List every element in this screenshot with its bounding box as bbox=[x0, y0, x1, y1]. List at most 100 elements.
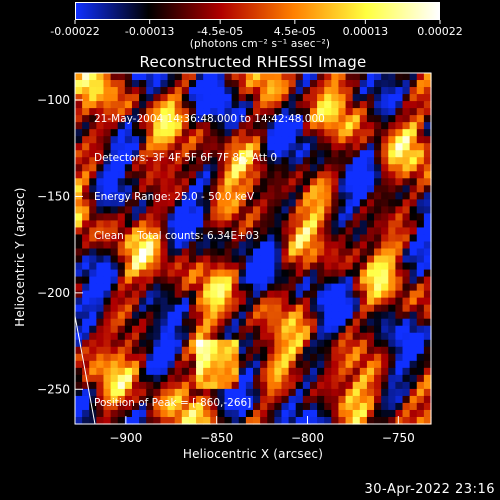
heatmap-cell bbox=[110, 129, 119, 137]
heatmap-cell bbox=[395, 353, 404, 362]
heatmap-cell bbox=[160, 367, 169, 376]
heatmap-cell bbox=[317, 185, 325, 193]
heatmap-cell bbox=[238, 241, 247, 250]
heatmap-cell bbox=[359, 185, 368, 193]
heatmap-cell bbox=[196, 234, 204, 243]
heatmap-cell bbox=[167, 374, 176, 383]
heatmap-cell bbox=[231, 192, 240, 200]
heatmap-cell bbox=[103, 346, 112, 355]
heatmap-cell bbox=[402, 206, 411, 214]
heatmap-cell bbox=[131, 171, 140, 179]
heatmap-cell bbox=[253, 416, 261, 425]
heatmap-cell bbox=[103, 297, 112, 306]
heatmap-cell bbox=[416, 213, 425, 222]
heatmap-cell bbox=[124, 381, 133, 390]
heatmap-cell bbox=[338, 325, 347, 334]
heatmap-cell bbox=[131, 388, 140, 397]
heatmap-cell bbox=[359, 325, 368, 334]
heatmap-cell bbox=[409, 255, 418, 264]
heatmap-cell bbox=[210, 409, 218, 418]
heatmap-cell bbox=[267, 402, 275, 411]
heatmap-cell bbox=[374, 234, 382, 243]
heatmap-cell bbox=[331, 360, 340, 369]
heatmap-cell bbox=[153, 255, 162, 264]
heatmap-cell bbox=[146, 101, 154, 109]
heatmap-cell bbox=[281, 241, 290, 250]
heatmap-cell bbox=[131, 80, 140, 88]
heatmap-cell bbox=[309, 136, 318, 144]
heatmap-cell bbox=[317, 255, 325, 264]
heatmap-cell bbox=[110, 353, 119, 362]
heatmap-cell bbox=[324, 339, 332, 348]
heatmap-cell bbox=[352, 178, 361, 186]
heatmap-cell bbox=[274, 276, 283, 285]
heatmap-cell bbox=[238, 416, 247, 425]
heatmap-cell bbox=[253, 395, 261, 404]
heatmap-cell bbox=[274, 304, 283, 313]
heatmap-cell bbox=[288, 325, 297, 334]
heatmap-cell bbox=[253, 129, 261, 137]
heatmap-cell bbox=[374, 402, 382, 411]
heatmap-cell bbox=[324, 374, 332, 383]
heatmap-cell bbox=[317, 150, 325, 158]
heatmap-cell bbox=[174, 220, 183, 229]
heatmap-cell bbox=[409, 402, 418, 411]
heatmap-cell bbox=[131, 192, 140, 200]
heatmap-cell bbox=[96, 213, 105, 222]
heatmap-cell bbox=[374, 304, 382, 313]
heatmap-cell bbox=[395, 234, 404, 243]
x-tick-label: −850 bbox=[200, 431, 233, 445]
heatmap-cell bbox=[260, 129, 268, 137]
heatmap-cell bbox=[281, 374, 290, 383]
heatmap-cell bbox=[345, 290, 354, 299]
heatmap-cell bbox=[188, 101, 197, 109]
heatmap-cell bbox=[409, 409, 418, 418]
heatmap-cell bbox=[381, 332, 389, 341]
heatmap-cell bbox=[302, 353, 311, 362]
heatmap-cell bbox=[131, 360, 140, 369]
heatmap-cell bbox=[395, 80, 404, 88]
heatmap-cell bbox=[409, 339, 418, 348]
heatmap-cell bbox=[267, 241, 275, 250]
heatmap-cell bbox=[274, 353, 283, 362]
heatmap-cell bbox=[423, 192, 432, 200]
heatmap-cell bbox=[103, 87, 112, 95]
heatmap-cell bbox=[338, 241, 347, 250]
heatmap-cell bbox=[381, 122, 389, 130]
heatmap-cell bbox=[352, 94, 361, 102]
heatmap-cell bbox=[139, 374, 147, 383]
heatmap-cell bbox=[174, 269, 183, 278]
heatmap-cell bbox=[366, 157, 375, 165]
heatmap-cell bbox=[352, 248, 361, 257]
heatmap-cell bbox=[203, 374, 211, 383]
heatmap-cell bbox=[75, 80, 83, 88]
heatmap-cell bbox=[110, 241, 119, 250]
heatmap-cell bbox=[238, 325, 247, 334]
heatmap-cell bbox=[82, 220, 90, 229]
heatmap-cell bbox=[131, 220, 140, 229]
heatmap-cell bbox=[75, 213, 83, 222]
heatmap-cell bbox=[210, 402, 218, 411]
heatmap-cell bbox=[89, 206, 97, 214]
heatmap-cell bbox=[374, 185, 382, 193]
heatmap-cell bbox=[402, 402, 411, 411]
heatmap-cell bbox=[388, 360, 396, 369]
heatmap-cell bbox=[117, 192, 126, 200]
heatmap-cell bbox=[260, 346, 268, 355]
heatmap-cell bbox=[89, 115, 97, 123]
heatmap-cell bbox=[295, 318, 304, 327]
heatmap-cell bbox=[409, 115, 418, 123]
heatmap-cell bbox=[146, 150, 154, 158]
heatmap-cell bbox=[416, 388, 425, 397]
heatmap-cell bbox=[89, 185, 97, 193]
heatmap-cell bbox=[174, 234, 183, 243]
heatmap-cell bbox=[224, 402, 233, 411]
heatmap-cell bbox=[331, 94, 340, 102]
heatmap-cell bbox=[238, 171, 247, 179]
heatmap-cell bbox=[196, 143, 204, 151]
heatmap-cell bbox=[245, 220, 254, 229]
heatmap-cell bbox=[381, 346, 389, 355]
heatmap-cell bbox=[139, 220, 147, 229]
heatmap-cell bbox=[295, 367, 304, 376]
heatmap-cell bbox=[423, 234, 432, 243]
